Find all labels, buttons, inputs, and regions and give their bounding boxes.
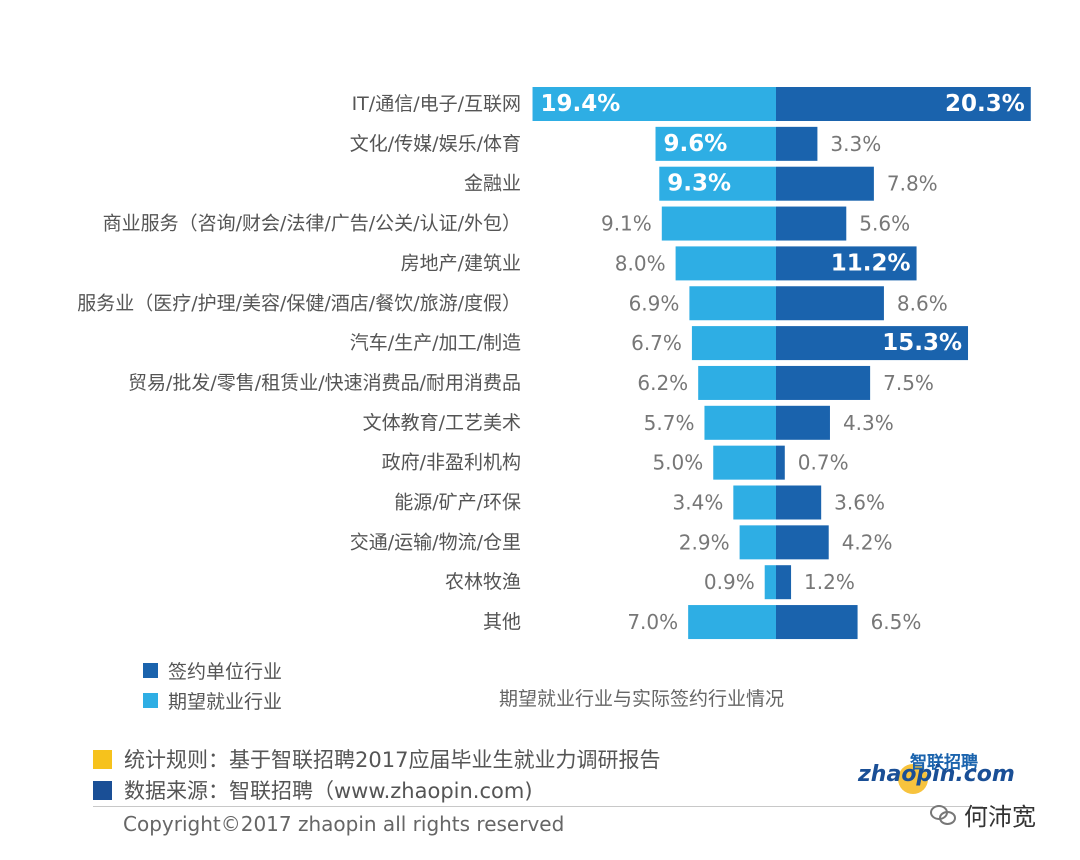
data-label-expected: 5.7% [644,411,695,435]
data-label-expected: 2.9% [679,530,730,554]
data-label-signed: 4.2% [842,530,893,554]
data-label-signed: 5.6% [859,212,910,236]
category-label: 贸易/批发/零售/租赁业/快速消费品/耐用消费品 [128,372,521,394]
category-label: 能源/矿产/环保 [394,492,521,514]
data-label-signed: 3.6% [834,491,885,515]
footer-note-rule: 统计规则：基于智联招聘2017应届毕业生就业力调研报告 [93,744,660,774]
bar-expected [713,445,776,480]
data-label-signed: 20.3% [945,91,1025,117]
data-label-expected: 8.0% [615,251,666,275]
bar-expected [739,525,776,560]
watermark: 何沛宽 [930,797,1036,832]
note-text-source: 数据来源：智联招聘（www.zhaopin.com) [124,779,533,803]
copyright-text: Copyright©2017 zhaopin all rights reserv… [123,812,565,836]
data-label-expected: 0.9% [704,570,755,594]
bar-signed [776,87,1031,121]
watermark-text: 何沛宽 [964,803,1036,831]
footer-divider [93,806,983,807]
note-text-rule: 统计规则：基于智联招聘2017应届毕业生就业力调研报告 [124,748,661,772]
bar-signed [776,445,785,480]
category-label: 农林牧渔 [445,571,521,593]
data-label-expected: 6.9% [629,291,680,315]
bar-signed [776,246,917,281]
category-label: 金融业 [464,173,521,195]
logo-text-en: zhaopin.com [858,762,1015,787]
category-label: 商业服务（咨询/财会/法律/广告/公关/认证/外包） [103,213,521,235]
data-label-signed: 0.7% [798,451,849,475]
data-label-signed: 1.2% [804,570,855,594]
bar-signed [776,365,871,400]
data-label-signed: 8.6% [897,291,948,315]
legend-item-expected: 期望就业行业 [143,687,282,714]
bar-signed [776,525,829,560]
bar-expected [655,126,776,161]
category-label: IT/通信/电子/互联网 [352,93,521,115]
bar-expected [532,87,776,121]
data-label-expected: 3.4% [673,491,724,515]
data-label-expected: 9.1% [601,212,652,236]
data-label-expected: 19.4% [541,91,621,117]
legend-swatch-expected [143,693,158,708]
bar-expected [661,206,776,241]
bar-signed [776,565,792,600]
data-label-signed: 3.3% [830,132,881,156]
category-label: 政府/非盈利机构 [382,452,521,474]
bar-signed [776,206,847,241]
bar-signed [776,326,969,361]
data-label-signed: 15.3% [882,330,962,356]
data-label-expected: 6.2% [637,371,688,395]
bar-signed [776,126,818,161]
bar-expected [704,405,776,440]
footer-note-source: 数据来源：智联招聘（www.zhaopin.com) [93,775,533,805]
data-label-expected: 6.7% [631,331,682,355]
category-label: 交通/运输/物流/仓里 [350,531,521,553]
category-label: 文化/传媒/娱乐/体育 [350,133,521,155]
bar-expected [698,365,776,400]
bar-signed [776,405,830,440]
logo-text-cn: 智联招聘 [910,753,978,773]
category-label: 其他 [483,611,521,633]
logo-dot-icon [898,764,928,794]
data-label-signed: 4.3% [843,411,894,435]
data-label-expected: 5.0% [652,451,703,475]
category-label: 房地产/建筑业 [401,252,521,274]
bar-signed [776,286,884,321]
bar-signed [776,485,822,520]
data-label-signed: 7.5% [883,371,934,395]
chart-title: 期望就业行业与实际签约行业情况 [499,688,785,710]
data-label-expected: 9.6% [664,131,728,157]
bar-expected [688,605,776,640]
diverging-bar-chart: IT/通信/电子/互联网 19.4% 20.3% 文化/传媒/娱乐/体育 9.6% 3.3… [77,87,1031,640]
data-label-signed: 6.5% [871,610,922,634]
bar-expected [659,166,776,201]
category-label: 文体教育/工艺美术 [363,412,521,434]
note-swatch-source [93,780,112,800]
legend-label-signed: 签约单位行业 [168,661,283,683]
legend-swatch-signed [143,663,158,678]
bar-expected [675,246,776,281]
bar-signed [776,605,858,640]
bar-expected [691,326,776,361]
note-swatch-rule [93,749,112,769]
legend-item-signed: 签约单位行业 [143,657,282,684]
bar-expected [733,485,776,520]
data-label-signed: 11.2% [831,250,911,276]
category-label: 汽车/生产/加工/制造 [350,332,521,354]
wechat-icon [930,804,956,825]
data-label-expected: 9.3% [667,171,731,197]
category-label: 服务业（医疗/护理/美容/保健/酒店/餐饮/旅游/度假） [77,292,521,314]
bar-expected [764,565,776,600]
bar-expected [689,286,776,321]
bar-signed [776,166,874,201]
data-label-signed: 7.8% [887,172,938,196]
zhaopin-logo: 智联招聘 zhaopin.com [858,748,1015,796]
data-label-expected: 7.0% [627,610,678,634]
legend-label-expected: 期望就业行业 [168,691,283,713]
